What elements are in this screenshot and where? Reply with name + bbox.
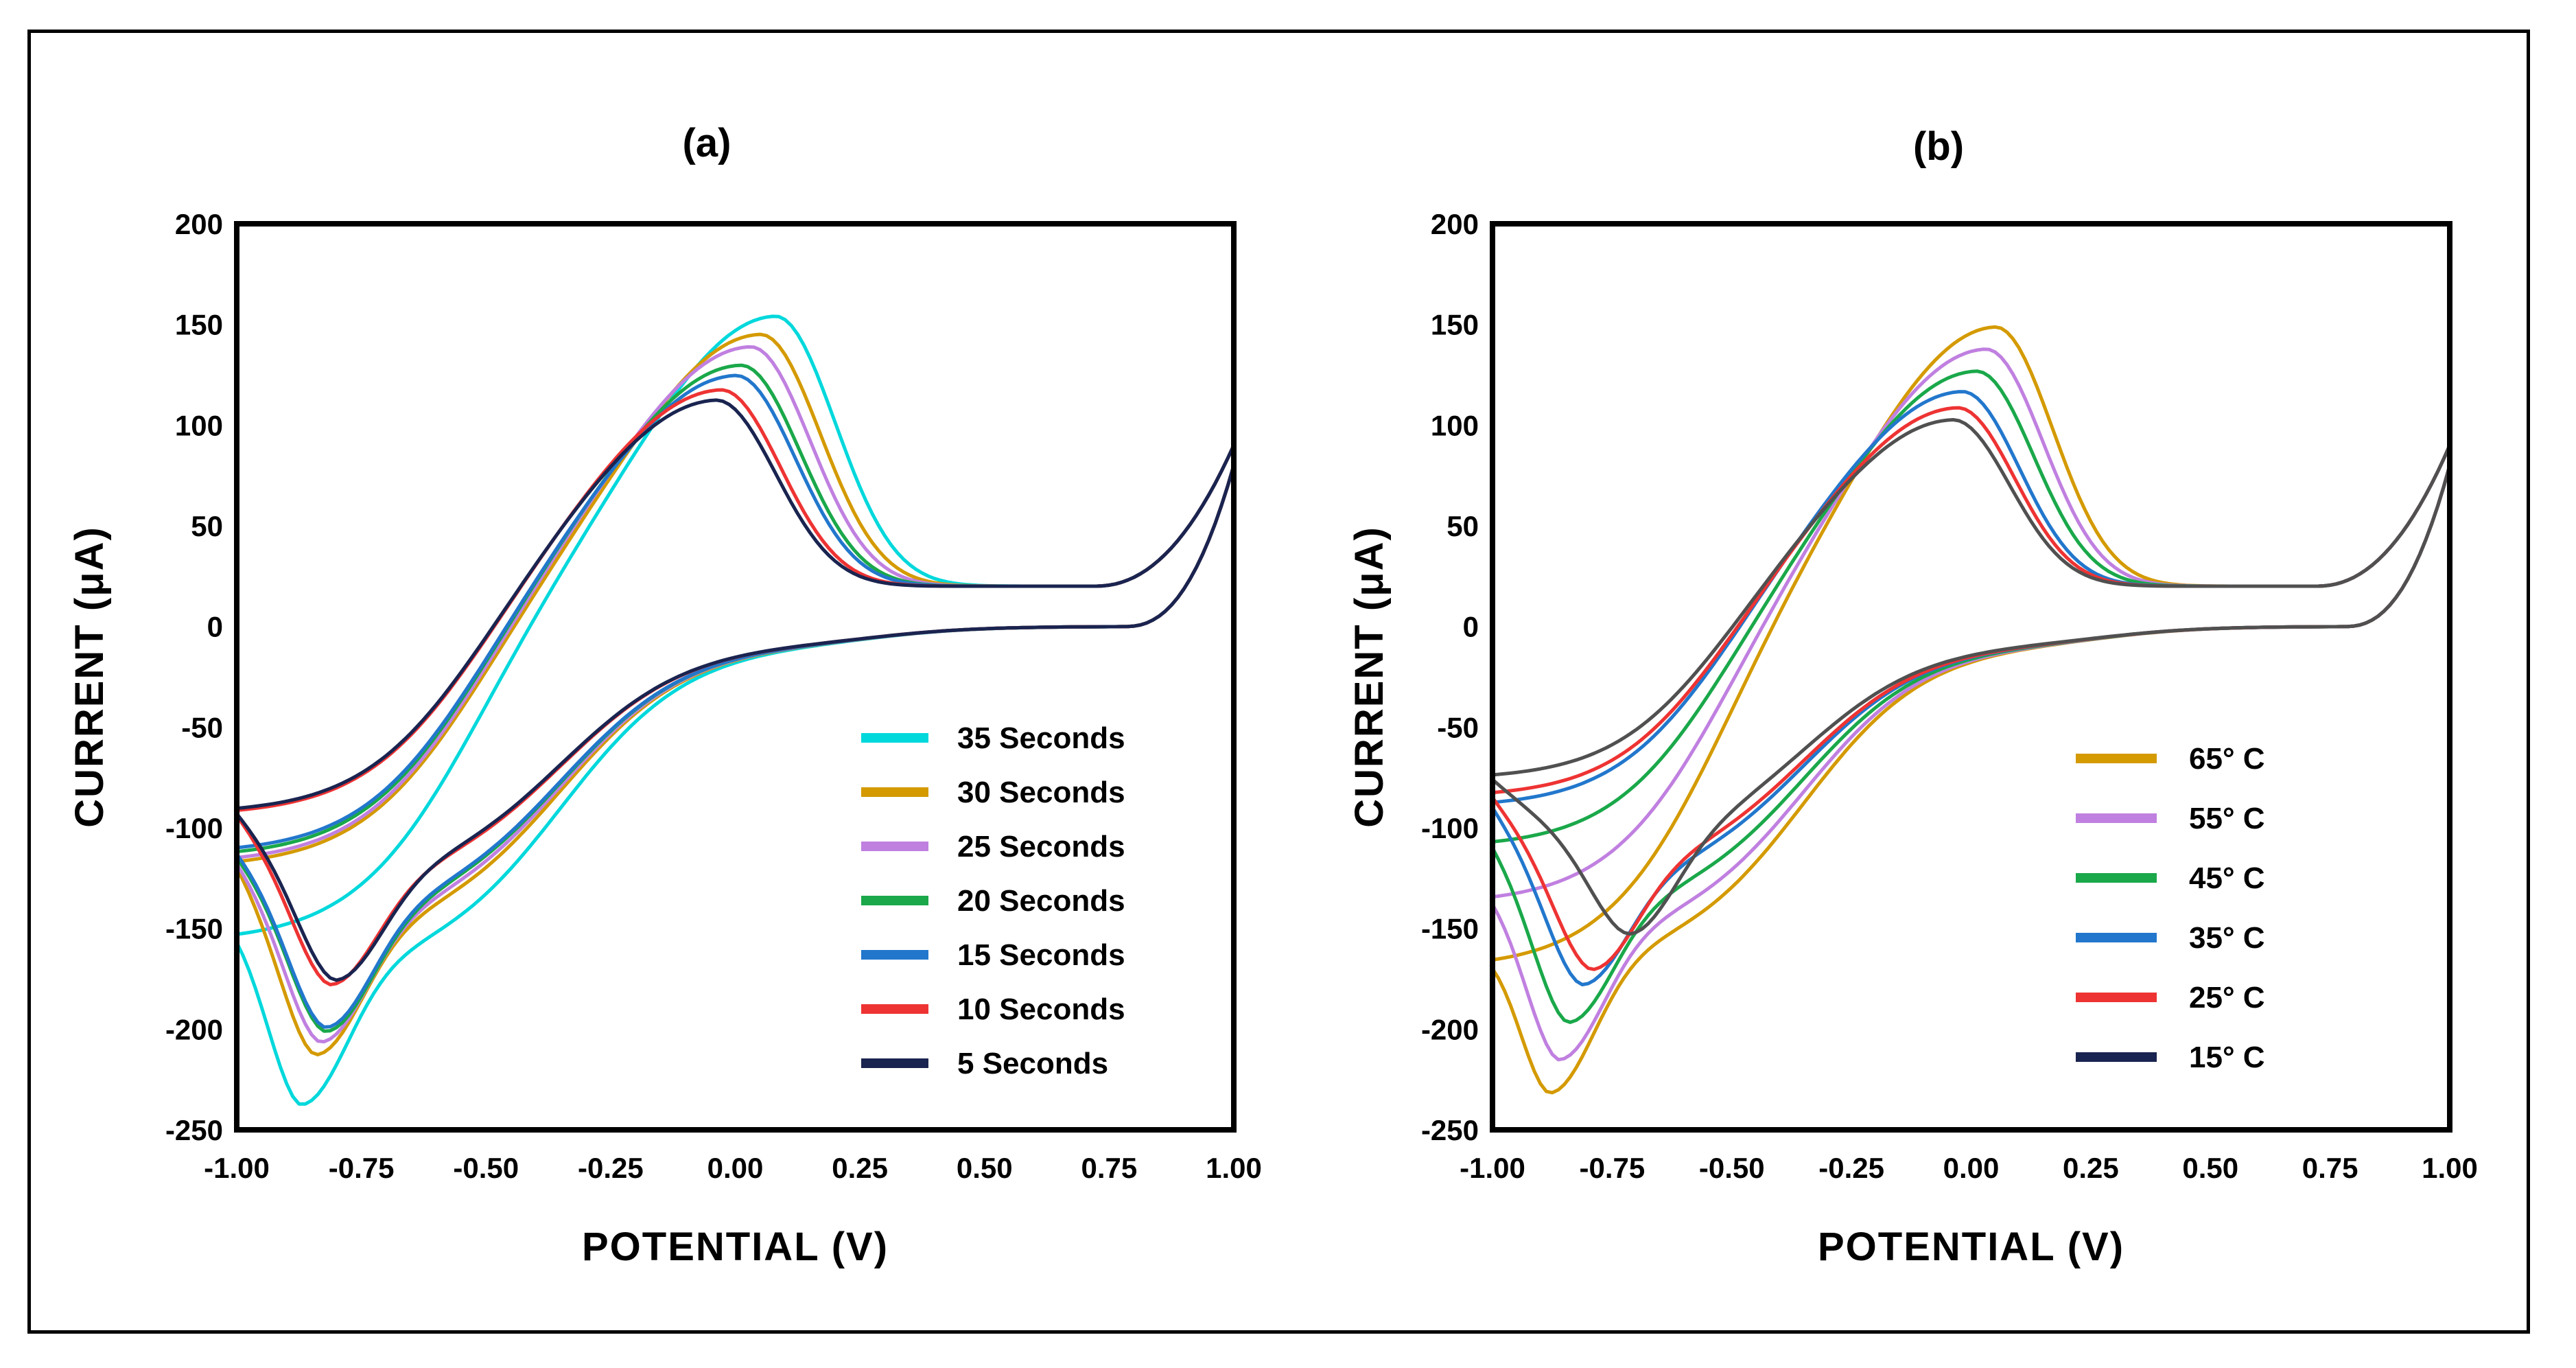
chart-title: (a) — [683, 121, 731, 165]
legend-label: 10 Seconds — [957, 993, 1125, 1026]
cv-curve-3 — [235, 345, 1236, 1044]
y-tick-label: -200 — [1421, 1013, 1479, 1045]
y-tick-label: -100 — [1421, 812, 1479, 844]
x-tick-label: -0.75 — [329, 1152, 395, 1184]
y-tick-label: -250 — [1421, 1114, 1479, 1146]
y-tick-label: -100 — [165, 812, 223, 844]
x-tick-label: -0.50 — [453, 1152, 519, 1184]
x-tick-label: 0.00 — [1943, 1152, 2000, 1184]
x-tick-label: 0.25 — [832, 1152, 888, 1184]
cv-curve-4 — [235, 363, 1236, 1033]
x-axis-label: POTENTIAL (V) — [1818, 1225, 2124, 1269]
y-tick-label: 0 — [1463, 611, 1479, 643]
x-tick-label: 0.50 — [2182, 1152, 2238, 1184]
legend-label: 35 Seconds — [957, 721, 1125, 755]
x-tick-label: -1.00 — [204, 1152, 270, 1184]
x-tick-label: -0.25 — [578, 1152, 644, 1184]
legend-label: 25 Seconds — [957, 830, 1125, 863]
x-tick-label: 0.75 — [1081, 1152, 1138, 1184]
legend-label: 15 Seconds — [957, 938, 1125, 972]
y-tick-label: -250 — [165, 1114, 223, 1146]
x-tick-label: 1.00 — [1206, 1152, 1262, 1184]
y-tick-label: -50 — [1437, 711, 1479, 743]
legend-label: 35° C — [2189, 921, 2265, 955]
y-tick-label: -150 — [1421, 913, 1479, 945]
x-tick-label: 0.50 — [957, 1152, 1013, 1184]
x-tick-label: 0.75 — [2302, 1152, 2358, 1184]
x-tick-label: -0.50 — [1699, 1152, 1765, 1184]
y-tick-label: 150 — [1431, 309, 1479, 341]
y-tick-label: 50 — [191, 510, 223, 542]
legend-label: 15° C — [2189, 1041, 2265, 1074]
cv-curve-1 — [235, 314, 1236, 1106]
cv-curve-4 — [1490, 390, 2452, 986]
cv-curve-1 — [1490, 325, 2452, 1095]
y-tick-label: 100 — [1431, 409, 1479, 441]
legend-label: 55° C — [2189, 802, 2265, 835]
cv-curve-5 — [235, 373, 1236, 1029]
legend-label: 45° C — [2189, 861, 2265, 895]
cv-charts-canvas: (a) 200 150 100 50 0 -50 -100 -150 -200 -250 -1.00 -… — [67, 121, 2478, 1269]
legend-label: 30 Seconds — [957, 776, 1125, 809]
y-tick-label: 200 — [1431, 208, 1479, 240]
x-tick-label: 1.00 — [2422, 1152, 2478, 1184]
y-tick-label: -200 — [165, 1013, 223, 1045]
chart-title: (b) — [1913, 124, 1964, 169]
x-tick-label: -1.00 — [1460, 1152, 1525, 1184]
legend-label: 20 Seconds — [957, 884, 1125, 918]
y-tick-label: 0 — [207, 611, 223, 643]
x-axis-label: POTENTIAL (V) — [582, 1225, 889, 1269]
y-tick-label: 150 — [175, 309, 223, 341]
plot-frame — [234, 221, 1237, 1133]
x-tick-label: 0.25 — [2063, 1152, 2119, 1184]
x-tick-label: -0.25 — [1818, 1152, 1884, 1184]
y-tick-label: 50 — [1447, 510, 1479, 542]
x-tick-label: 0.00 — [707, 1152, 764, 1184]
plot-frame — [1490, 221, 2452, 1133]
figure-frame: (a) 200 150 100 50 0 -50 -100 -150 -200 -250 -1.00 -… — [27, 30, 2530, 1334]
legend-label: 5 Seconds — [957, 1047, 1108, 1080]
cv-curve-6 — [1491, 418, 2452, 936]
cv-curve-5 — [1490, 406, 2452, 971]
y-axis-label: CURRENT (μA) — [67, 526, 112, 828]
y-tick-label: -150 — [165, 913, 223, 945]
y-tick-label: 200 — [175, 208, 223, 240]
cv-curve-2 — [1490, 347, 2452, 1062]
y-axis-label: CURRENT (μA) — [1347, 526, 1392, 828]
x-tick-label: -0.75 — [1580, 1152, 1646, 1184]
y-tick-label: -50 — [181, 711, 223, 743]
legend-label: 25° C — [2189, 981, 2265, 1015]
y-tick-label: 100 — [175, 409, 223, 441]
legend-label: 65° C — [2189, 742, 2265, 776]
